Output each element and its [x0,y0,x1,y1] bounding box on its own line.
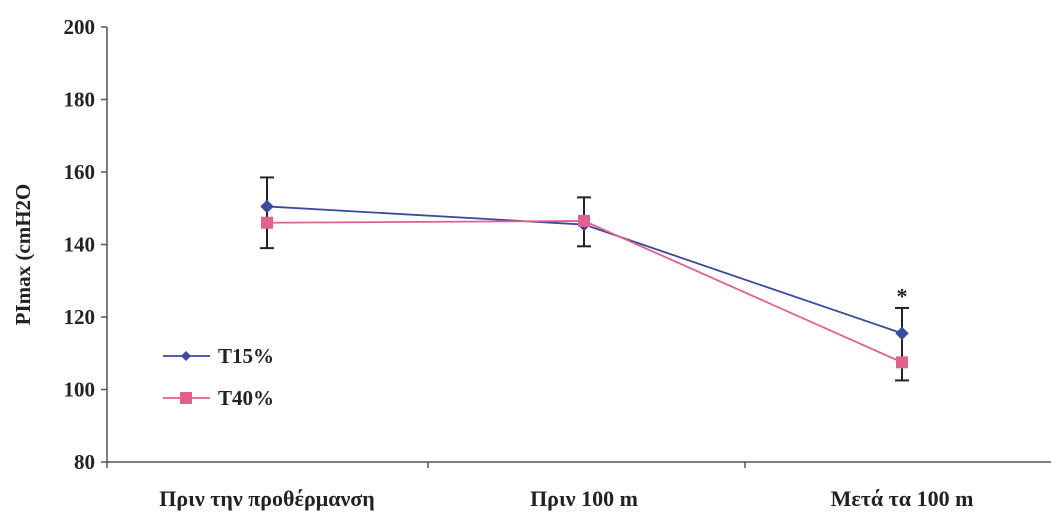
legend-label: T40% [218,386,274,410]
x-category-label: Πριν την προθέρμανση [159,486,375,511]
annotations: * [897,284,908,309]
y-tick-label: 180 [64,88,96,112]
legend-square-marker [180,392,192,404]
error-bars [260,176,909,382]
diamond-marker [895,326,909,341]
y-tick-label: 120 [64,305,96,329]
significance-asterisk: * [897,284,908,309]
y-tick-label: 80 [74,450,95,474]
square-marker [578,214,590,227]
x-categories: Πριν την προθέρμανση Πριν 100 m Μετά τα 10… [159,486,973,511]
x-category-label: Μετά τα 100 m [831,486,974,511]
legend: T15% T40% [163,344,274,410]
y-ticks: 80 100 120 140 160 180 200 [64,15,107,474]
y-tick-label: 140 [64,233,96,257]
series-markers [260,199,909,369]
square-marker [261,216,273,229]
square-marker [896,356,908,369]
y-tick-label: 100 [64,378,96,402]
legend-diamond-marker [181,351,191,361]
diamond-marker [260,199,274,214]
y-tick-label: 200 [64,15,96,39]
legend-label: T15% [218,344,274,368]
y-tick-label: 160 [64,160,96,184]
x-category-label: Πριν 100 m [530,486,638,511]
y-axis-title: PImax (cmH2O [11,184,35,326]
